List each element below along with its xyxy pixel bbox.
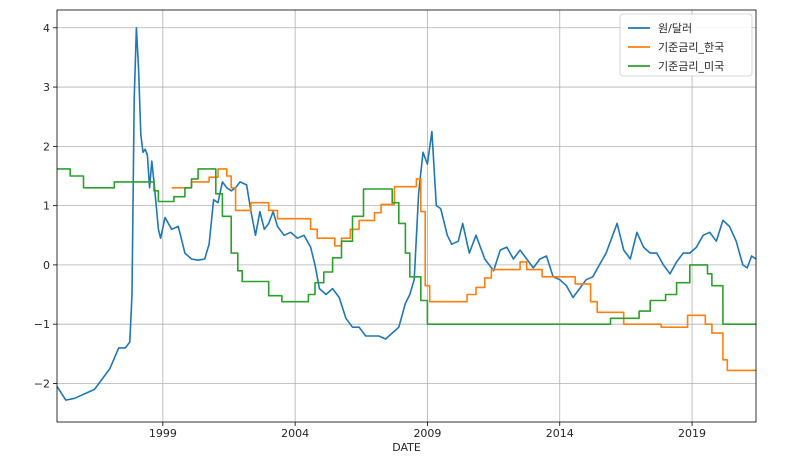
y-tick-label: 3 xyxy=(43,81,50,94)
y-tick-label: −2 xyxy=(34,377,50,390)
axis-ticks: 1999 2004 2009 2014 2019 4 3 2 1 0 −1 −2 xyxy=(34,22,706,440)
y-tick-label: 1 xyxy=(43,200,50,213)
series-line-3 xyxy=(57,168,756,325)
x-tick-label: 1999 xyxy=(149,427,177,440)
legend-box xyxy=(619,13,753,77)
x-tick-label: 2004 xyxy=(281,427,309,440)
x-axis-label: DATE xyxy=(392,441,421,454)
y-tick-label: 2 xyxy=(43,140,50,153)
legend-label: 원/달러 xyxy=(658,22,692,35)
series-line-2 xyxy=(171,168,756,372)
x-tick-label: 2019 xyxy=(678,427,706,440)
y-tick-label: 0 xyxy=(43,259,50,272)
legend-label: 기준금리_미국 xyxy=(658,60,724,73)
x-tick-label: 2014 xyxy=(546,427,574,440)
grid xyxy=(57,10,756,422)
y-tick-label: −1 xyxy=(34,318,50,331)
series-line-1 xyxy=(56,27,757,401)
plot-area xyxy=(56,27,757,401)
y-tick-label: 4 xyxy=(43,22,50,35)
x-tick-label: 2009 xyxy=(413,427,441,440)
axes-frame xyxy=(56,9,757,423)
legend-label: 기준금리_한국 xyxy=(658,41,724,54)
